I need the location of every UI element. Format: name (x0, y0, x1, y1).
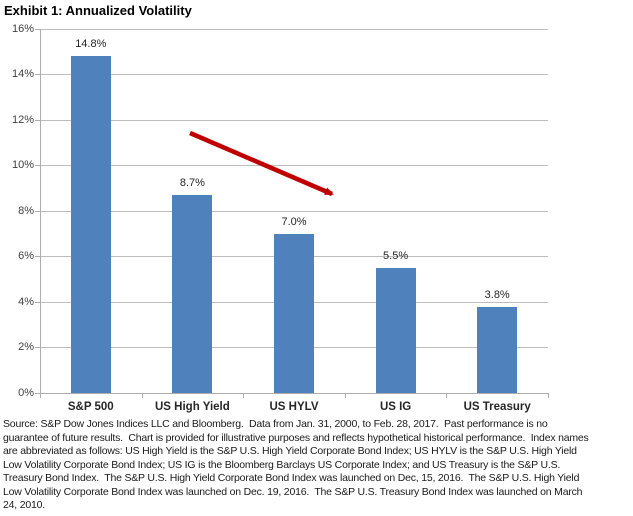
y-tick-2 (35, 347, 40, 348)
bar-us-hylv (274, 233, 314, 393)
category-label-4: US Treasury (463, 401, 531, 413)
gridline-14 (40, 74, 548, 75)
y-axis-label-2: 2% (18, 341, 34, 353)
bar-s-p-500 (70, 56, 111, 393)
chart-title: Exhibit 1: Annualized Volatility (4, 3, 192, 18)
x-tick-5 (548, 393, 549, 398)
gridline-8 (40, 210, 548, 212)
category-label-1: US High Yield (155, 401, 230, 413)
category-label-2: US HYLV (269, 401, 319, 413)
data-label-2: 7.0% (281, 215, 307, 228)
y-tick-16 (35, 28, 40, 30)
bar-us-treasury (477, 306, 518, 393)
category-label-0: S&P 500 (67, 401, 114, 413)
data-label-3: 5.5% (383, 249, 409, 262)
source-footnote: Source: S&P Dow Jones Indices LLC and Bl… (3, 418, 589, 511)
y-axis-label-10: 10% (11, 159, 34, 171)
data-label-1: 8.7% (179, 177, 205, 190)
y-axis-label-8: 8% (18, 204, 34, 217)
y-axis-label-4: 4% (18, 295, 34, 308)
y-axis-label-14: 14% (11, 68, 34, 80)
category-label-3: US IG (379, 401, 412, 413)
y-tick-6 (35, 256, 40, 257)
x-tick-4 (446, 393, 448, 398)
data-label-4: 3.8% (484, 288, 510, 301)
x-tick-2 (243, 393, 245, 398)
y-tick-12 (35, 119, 40, 121)
x-axis-line (40, 392, 548, 394)
y-axis-label-12: 12% (11, 113, 34, 126)
x-tick-3 (344, 393, 346, 398)
gridline-16 (40, 28, 548, 30)
gridline-10 (40, 165, 548, 166)
bar-us-high-yield (172, 195, 213, 393)
x-tick-0 (40, 393, 41, 398)
data-label-0: 14.8% (75, 38, 107, 51)
y-tick-14 (35, 74, 40, 75)
y-tick-4 (35, 301, 40, 303)
bar-us-ig (375, 267, 416, 393)
y-axis-label-16: 16% (11, 22, 34, 35)
x-tick-1 (141, 393, 143, 398)
y-axis-label-6: 6% (18, 250, 34, 262)
gridline-12 (40, 119, 548, 121)
y-tick-0 (35, 392, 40, 394)
y-tick-10 (35, 165, 40, 166)
y-axis-line (40, 29, 41, 398)
y-tick-8 (35, 210, 40, 212)
y-axis-label-0: 0% (18, 386, 34, 399)
